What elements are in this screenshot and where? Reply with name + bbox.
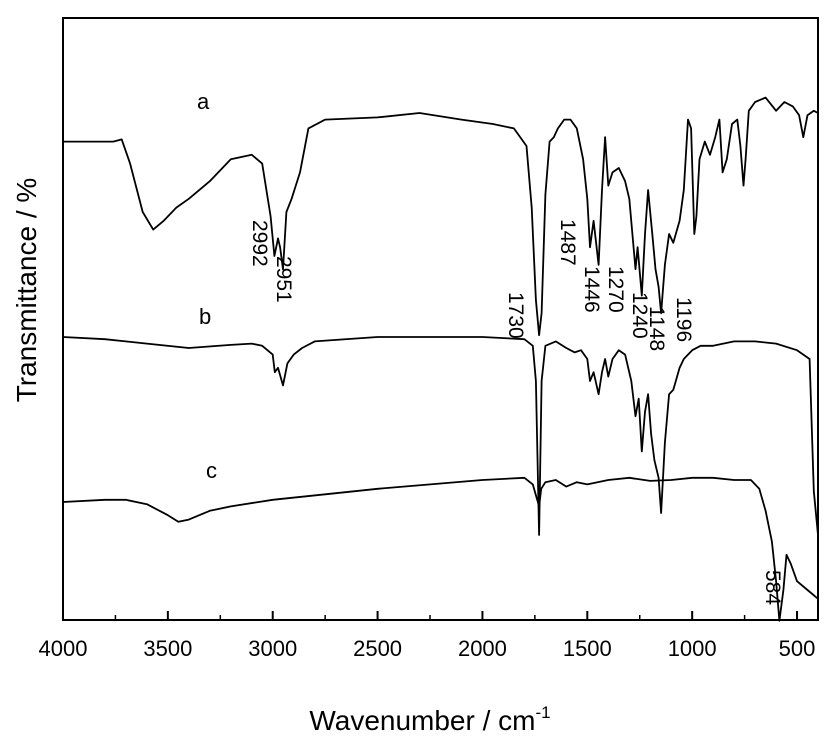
series-line-b xyxy=(62,336,819,536)
series-line-c xyxy=(62,476,819,622)
peak-label-1148: 1148 xyxy=(645,306,668,351)
peak-label-1240: 1240 xyxy=(628,292,651,339)
x-tick-label: 1500 xyxy=(563,636,612,661)
y-axis-title: Transmittance / % xyxy=(11,178,42,403)
peak-label-1730: 1730 xyxy=(504,292,527,339)
series-label-b: b xyxy=(199,304,211,329)
x-axis-ticks: 4000 3500 3000 2500 2000 1500 1000 500 xyxy=(39,611,816,661)
x-tick-label: 2500 xyxy=(353,636,402,661)
x-tick-label: 1000 xyxy=(668,636,717,661)
x-tick-label: 500 xyxy=(779,636,816,661)
plot-frame xyxy=(62,17,819,621)
x-tick-label: 4000 xyxy=(39,636,88,661)
peak-annotations: 2992 2951 1730 1487 1446 1270 1240 1196 … xyxy=(248,219,784,605)
peak-label-1270: 1270 xyxy=(604,266,627,313)
peak-label-2951: 2951 xyxy=(272,256,295,303)
peak-label-2992: 2992 xyxy=(248,220,271,267)
series-line-a xyxy=(63,96,819,337)
x-tick-label: 3500 xyxy=(143,636,192,661)
series-labels: a b c xyxy=(197,89,217,483)
peak-label-584: 584 xyxy=(761,570,784,605)
peak-label-1487: 1487 xyxy=(556,219,579,266)
series-label-a: a xyxy=(197,89,210,114)
peak-label-1196: 1196 xyxy=(672,297,695,342)
x-tick-label: 2000 xyxy=(458,636,507,661)
series-label-c: c xyxy=(206,458,217,483)
spectra-lines xyxy=(62,96,819,622)
x-tick-label: 3000 xyxy=(248,636,297,661)
x-axis-title-superscript: -1 xyxy=(536,703,551,722)
x-axis-title: Wavenumber / cm-1 xyxy=(309,703,550,736)
peak-label-1446: 1446 xyxy=(580,266,603,313)
x-axis-title-text: Wavenumber / cm xyxy=(309,705,535,736)
